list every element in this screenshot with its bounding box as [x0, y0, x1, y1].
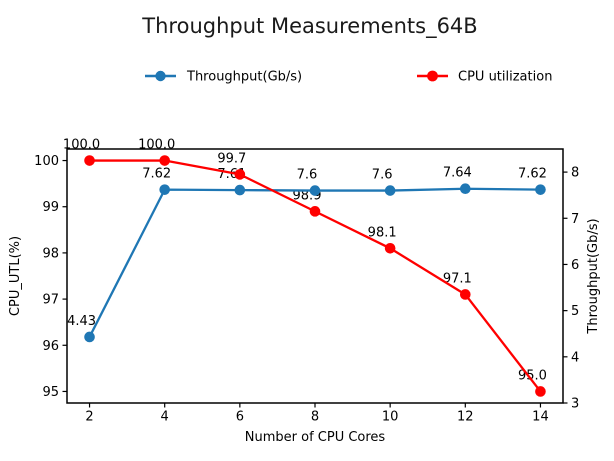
legend-marker-cpu-icon [427, 70, 438, 82]
x-tick-label: 14 [532, 410, 549, 425]
y-tick-label-left: 95 [42, 385, 59, 400]
cpu-point [309, 206, 321, 217]
x-tick-label: 8 [311, 410, 319, 425]
x-tick-label: 10 [382, 410, 399, 425]
throughput-point [159, 184, 170, 195]
cpu-point [460, 289, 471, 300]
y-tick-label-right: 5 [571, 304, 579, 319]
throughput-point [84, 331, 95, 343]
legend-marker-throughput-icon [155, 70, 166, 82]
cpu-point-label: 97.1 [443, 271, 472, 286]
y-tick-label-left: 96 [42, 339, 59, 354]
throughput-point [309, 185, 321, 196]
y-tick-label-left: 99 [42, 200, 59, 215]
throughput-point-label: 4.43 [67, 314, 96, 329]
throughput-point-label: 7.64 [443, 166, 472, 181]
chart-title: Throughput Measurements_64B [141, 14, 477, 39]
cpu-point-label: 98.1 [368, 225, 397, 240]
legend-label-throughput: Throughput(Gb/s) [186, 70, 302, 85]
legend-label-cpu: CPU utilization [458, 70, 552, 85]
cpu-point [535, 386, 546, 397]
throughput-point [384, 185, 396, 196]
throughput-point-label: 7.6 [372, 168, 393, 183]
throughput-point-label: 7.62 [518, 167, 547, 182]
cpu-point [159, 155, 170, 166]
cpu-point [384, 242, 396, 254]
cpu-point-label: 99.7 [217, 151, 246, 166]
x-tick-label: 2 [85, 410, 93, 425]
legend: Throughput(Gb/s) CPU utilization [145, 70, 552, 85]
y-tick-label-right: 3 [571, 397, 579, 412]
throughput-point-label: 7.62 [142, 167, 171, 182]
y-tick-label-left: 97 [42, 293, 59, 308]
y-axis-label-left: CPU_UTL(%) [8, 236, 23, 316]
throughput-point-label: 7.6 [297, 168, 318, 183]
y-tick-label-right: 8 [571, 166, 579, 181]
y-tick-label-right: 6 [571, 258, 579, 273]
throughput-point [234, 184, 246, 196]
x-axis-label: Number of CPU Cores [245, 430, 386, 445]
y-tick-label-right: 4 [571, 350, 579, 365]
cpu-point-label: 100.0 [138, 138, 175, 153]
cpu-point [84, 155, 95, 166]
y-tick-label-right: 7 [571, 212, 579, 227]
throughput-point [460, 183, 471, 195]
x-tick-label: 4 [161, 410, 169, 425]
x-tick-label: 12 [457, 410, 474, 425]
y-axis-label-right: Throughput(Gb/s) [586, 218, 601, 334]
y-tick-label-left: 100 [34, 154, 59, 169]
x-tick-label: 6 [236, 410, 244, 425]
cpu-point [234, 169, 246, 180]
y-tick-label-left: 98 [42, 246, 59, 261]
throughput-point [535, 184, 546, 195]
cpu-point-label: 100.0 [63, 138, 100, 153]
